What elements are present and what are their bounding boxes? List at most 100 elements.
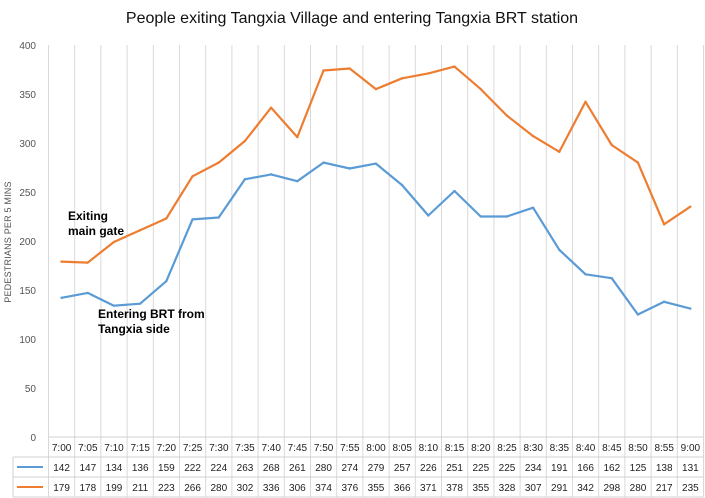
- data-label: 371: [420, 483, 437, 494]
- data-point: [86, 261, 89, 264]
- data-label: 136: [132, 463, 149, 474]
- y-tick-label: 0: [30, 433, 36, 444]
- data-point: [243, 139, 247, 143]
- x-tick-label: 7:00: [52, 443, 72, 454]
- data-point: [479, 215, 482, 218]
- data-point: [453, 65, 456, 68]
- data-point: [636, 161, 640, 164]
- data-point: [400, 183, 404, 187]
- data-label: 374: [315, 483, 332, 494]
- data-label: 378: [446, 483, 463, 494]
- data-point: [584, 100, 587, 104]
- y-tick-label: 150: [19, 286, 36, 297]
- x-tick-label: 7:05: [78, 443, 98, 454]
- x-tick-label: 8:55: [654, 443, 674, 454]
- data-point: [427, 72, 430, 75]
- data-label: 306: [289, 483, 306, 494]
- data-label: 166: [577, 463, 594, 474]
- data-label: 142: [53, 463, 70, 474]
- data-point: [610, 143, 613, 147]
- series-lines: [60, 65, 692, 316]
- data-point: [322, 69, 325, 72]
- data-label: 366: [394, 483, 411, 494]
- annotation-entering-line-2: Tangxia side: [98, 322, 170, 336]
- data-label: 225: [472, 463, 489, 474]
- data-label: 336: [263, 483, 280, 494]
- data-label: 217: [656, 483, 673, 494]
- annotation-entering-line-1: Entering BRT from: [98, 307, 205, 321]
- x-tick-label: 7:55: [340, 443, 360, 454]
- data-point: [165, 217, 168, 220]
- data-label: 274: [341, 463, 358, 474]
- data-point: [191, 218, 194, 221]
- annotation-exiting-line-2: main gate: [68, 224, 124, 238]
- x-tick-label: 7:30: [209, 443, 229, 454]
- x-tick-label: 8:40: [576, 443, 596, 454]
- x-tick-label: 8:30: [523, 443, 543, 454]
- data-table: 7:00 7:05 7:10 7:15 7:20 7:25 7:30 7:35 7:40 7:45…: [12, 436, 704, 498]
- x-tick-label: 7:50: [314, 443, 334, 454]
- data-label: 131: [682, 463, 699, 474]
- data-label: 224: [210, 463, 227, 474]
- data-label: 298: [603, 483, 620, 494]
- data-point: [296, 180, 299, 183]
- data-label: 355: [368, 483, 385, 494]
- data-label: 147: [79, 463, 96, 474]
- data-label: 261: [289, 463, 306, 474]
- data-label: 134: [106, 463, 123, 474]
- x-tick-label: 7:25: [183, 443, 203, 454]
- data-point: [531, 134, 535, 138]
- y-tick-label: 100: [19, 335, 36, 346]
- data-label: 125: [630, 463, 647, 474]
- x-tick-label: 7:45: [288, 443, 308, 454]
- data-label: 226: [420, 463, 437, 474]
- x-tick-label: 9:00: [681, 443, 701, 454]
- x-tick-label: 8:35: [550, 443, 570, 454]
- data-label: 225: [499, 463, 516, 474]
- data-point: [60, 260, 63, 263]
- x-tick-label: 7:15: [130, 443, 150, 454]
- y-tick-label: 400: [19, 41, 36, 52]
- y-axis-label: PEDESTRIANS PER 5 MINS: [3, 181, 13, 302]
- data-point: [138, 302, 142, 305]
- data-label: 307: [525, 483, 542, 494]
- series-line-1: [61, 161, 691, 316]
- x-tick-label: 8:45: [602, 443, 622, 454]
- data-label: 191: [551, 463, 568, 474]
- data-point: [610, 277, 613, 280]
- data-point: [558, 150, 561, 154]
- data-label: 234: [525, 463, 542, 474]
- data-label: 266: [184, 483, 201, 494]
- data-point: [662, 300, 666, 303]
- y-axis-ticks: 0 50 100 150 200 250 300 350 400: [19, 41, 36, 444]
- y-tick-label: 50: [25, 384, 37, 395]
- data-label: 179: [53, 483, 70, 494]
- x-tick-label: 7:20: [157, 443, 177, 454]
- data-point: [60, 296, 63, 300]
- data-label: 268: [263, 463, 280, 474]
- x-tick-label: 8:05: [392, 443, 412, 454]
- data-point: [453, 189, 456, 193]
- data-point: [86, 291, 89, 295]
- data-point: [584, 273, 587, 276]
- data-label: 159: [158, 463, 175, 474]
- data-point: [348, 167, 351, 170]
- data-label: 355: [472, 483, 489, 494]
- data-point: [689, 205, 692, 208]
- data-point: [138, 229, 142, 232]
- data-label: 235: [682, 483, 699, 494]
- data-point: [505, 114, 509, 117]
- data-point: [243, 178, 247, 181]
- data-point: [689, 307, 692, 310]
- x-tick-label: 8:00: [366, 443, 386, 454]
- x-tick-label: 8:50: [628, 443, 648, 454]
- data-label: 178: [79, 483, 96, 494]
- y-tick-label: 250: [19, 188, 36, 199]
- data-point: [505, 215, 509, 218]
- data-label: 257: [394, 463, 411, 474]
- data-label: 302: [237, 483, 254, 494]
- data-label: 342: [577, 483, 594, 494]
- data-label: 162: [603, 463, 620, 474]
- data-point: [112, 240, 116, 244]
